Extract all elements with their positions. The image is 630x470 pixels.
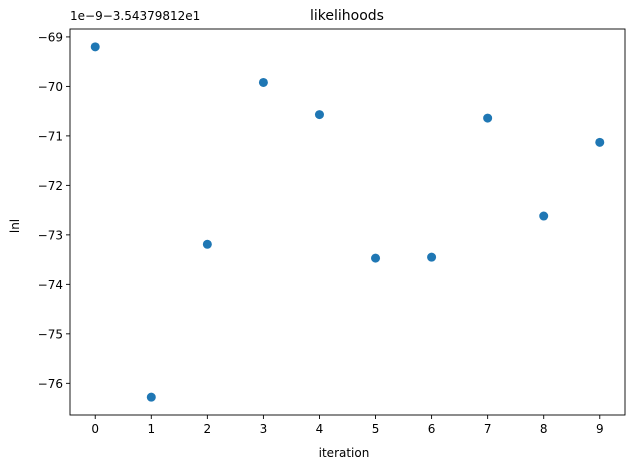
data-point [146,392,156,402]
y-tick-label: −71 [38,129,63,143]
y-tick-label: −74 [38,278,63,292]
x-tick-label: 3 [260,422,268,436]
data-point [258,77,268,87]
x-tick-label: 7 [484,422,492,436]
y-tick-label: −70 [38,80,63,94]
data-point [483,113,493,123]
chart-title: likelihoods [310,8,384,24]
data-points [90,42,605,402]
y-offset-text: 1e−9−3.54379812e1 [70,9,200,23]
data-point [371,253,381,263]
y-tick-label: −76 [38,377,63,391]
data-point [90,42,100,52]
data-point [539,211,549,221]
y-tick-label: −72 [38,179,63,193]
data-point [427,252,437,262]
y-tick-label: −75 [38,327,63,341]
x-axis-label: iteration [319,446,370,460]
x-tick-label: 1 [147,422,155,436]
y-tick-label: −69 [38,30,63,44]
y-axis-ticks: −69 −70 −71 −72 −73 −74 −75 −76 [38,30,70,391]
plot-frame [69,28,626,416]
data-point [314,110,324,120]
y-axis-label: lnl [8,219,22,233]
y-tick-label: −73 [38,228,63,242]
x-tick-label: 8 [540,422,548,436]
x-tick-label: 4 [316,422,324,436]
data-point [595,137,605,147]
x-tick-label: 6 [428,422,436,436]
x-tick-label: 5 [372,422,380,436]
x-axis-ticks: 0 1 2 3 4 5 6 7 8 9 [91,415,604,436]
x-tick-label: 0 [91,422,99,436]
data-point [202,239,212,249]
x-tick-label: 2 [204,422,212,436]
x-tick-label: 9 [596,422,604,436]
